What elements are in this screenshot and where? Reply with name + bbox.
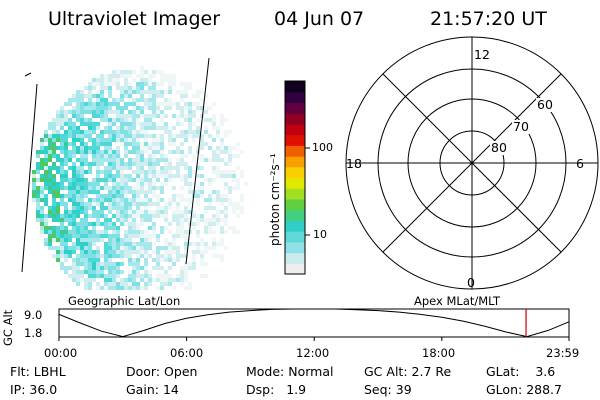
status-ip: IP: 36.0 — [10, 382, 58, 397]
polar-label-bottom: 0 — [467, 275, 475, 290]
time-label: 21:57:20 UT — [430, 8, 547, 30]
colorbar-tick-label-high: 100 — [312, 141, 333, 154]
timeline-left-label: Geographic Lat/Lon — [68, 294, 181, 308]
timeline-xtick-label: 06:00 — [170, 346, 204, 360]
status-gc-alt: GC Alt: 2.7 Re — [364, 364, 452, 379]
timeline-xtick-label: 00:00 — [44, 346, 78, 360]
polar-label-left: 18 — [346, 156, 362, 171]
timeline-ytick-low: 1.8 — [24, 326, 43, 340]
status-door: Door: Open — [126, 364, 198, 379]
polar-label-right: 6 — [576, 156, 584, 171]
colorbar-tick-label-low: 10 — [313, 228, 327, 241]
timeline-right-label: Apex MLat/MLT — [414, 294, 501, 308]
status-glon: GLon: 288.7 — [486, 382, 562, 397]
status-gain: Gain: 14 — [126, 382, 179, 397]
timeline-ytick-high: 9.0 — [24, 308, 43, 322]
polar-ring-label-80: 80 — [490, 140, 508, 155]
polar-ring-label-70: 70 — [512, 119, 530, 134]
polar-ring-label-60: 60 — [536, 97, 554, 112]
app-title: Ultraviolet Imager — [48, 8, 221, 30]
timeline-series-line — [58, 308, 570, 338]
date-label: 04 Jun 07 — [274, 8, 365, 30]
status-glat: GLat: 3.6 — [486, 364, 556, 379]
status-mode: Mode: Normal — [246, 364, 334, 379]
status-seq: Seq: 39 — [364, 382, 412, 397]
status-filter: Flt: LBHL — [10, 364, 66, 379]
polar-label-top: 12 — [474, 47, 490, 62]
status-dsp: Dsp: 1.9 — [246, 382, 307, 397]
timeline-xtick-label: 12:00 — [296, 346, 330, 360]
timeline-xtick-label: 23:59 — [546, 346, 580, 360]
timeline-xtick-label: 18:00 — [422, 346, 456, 360]
